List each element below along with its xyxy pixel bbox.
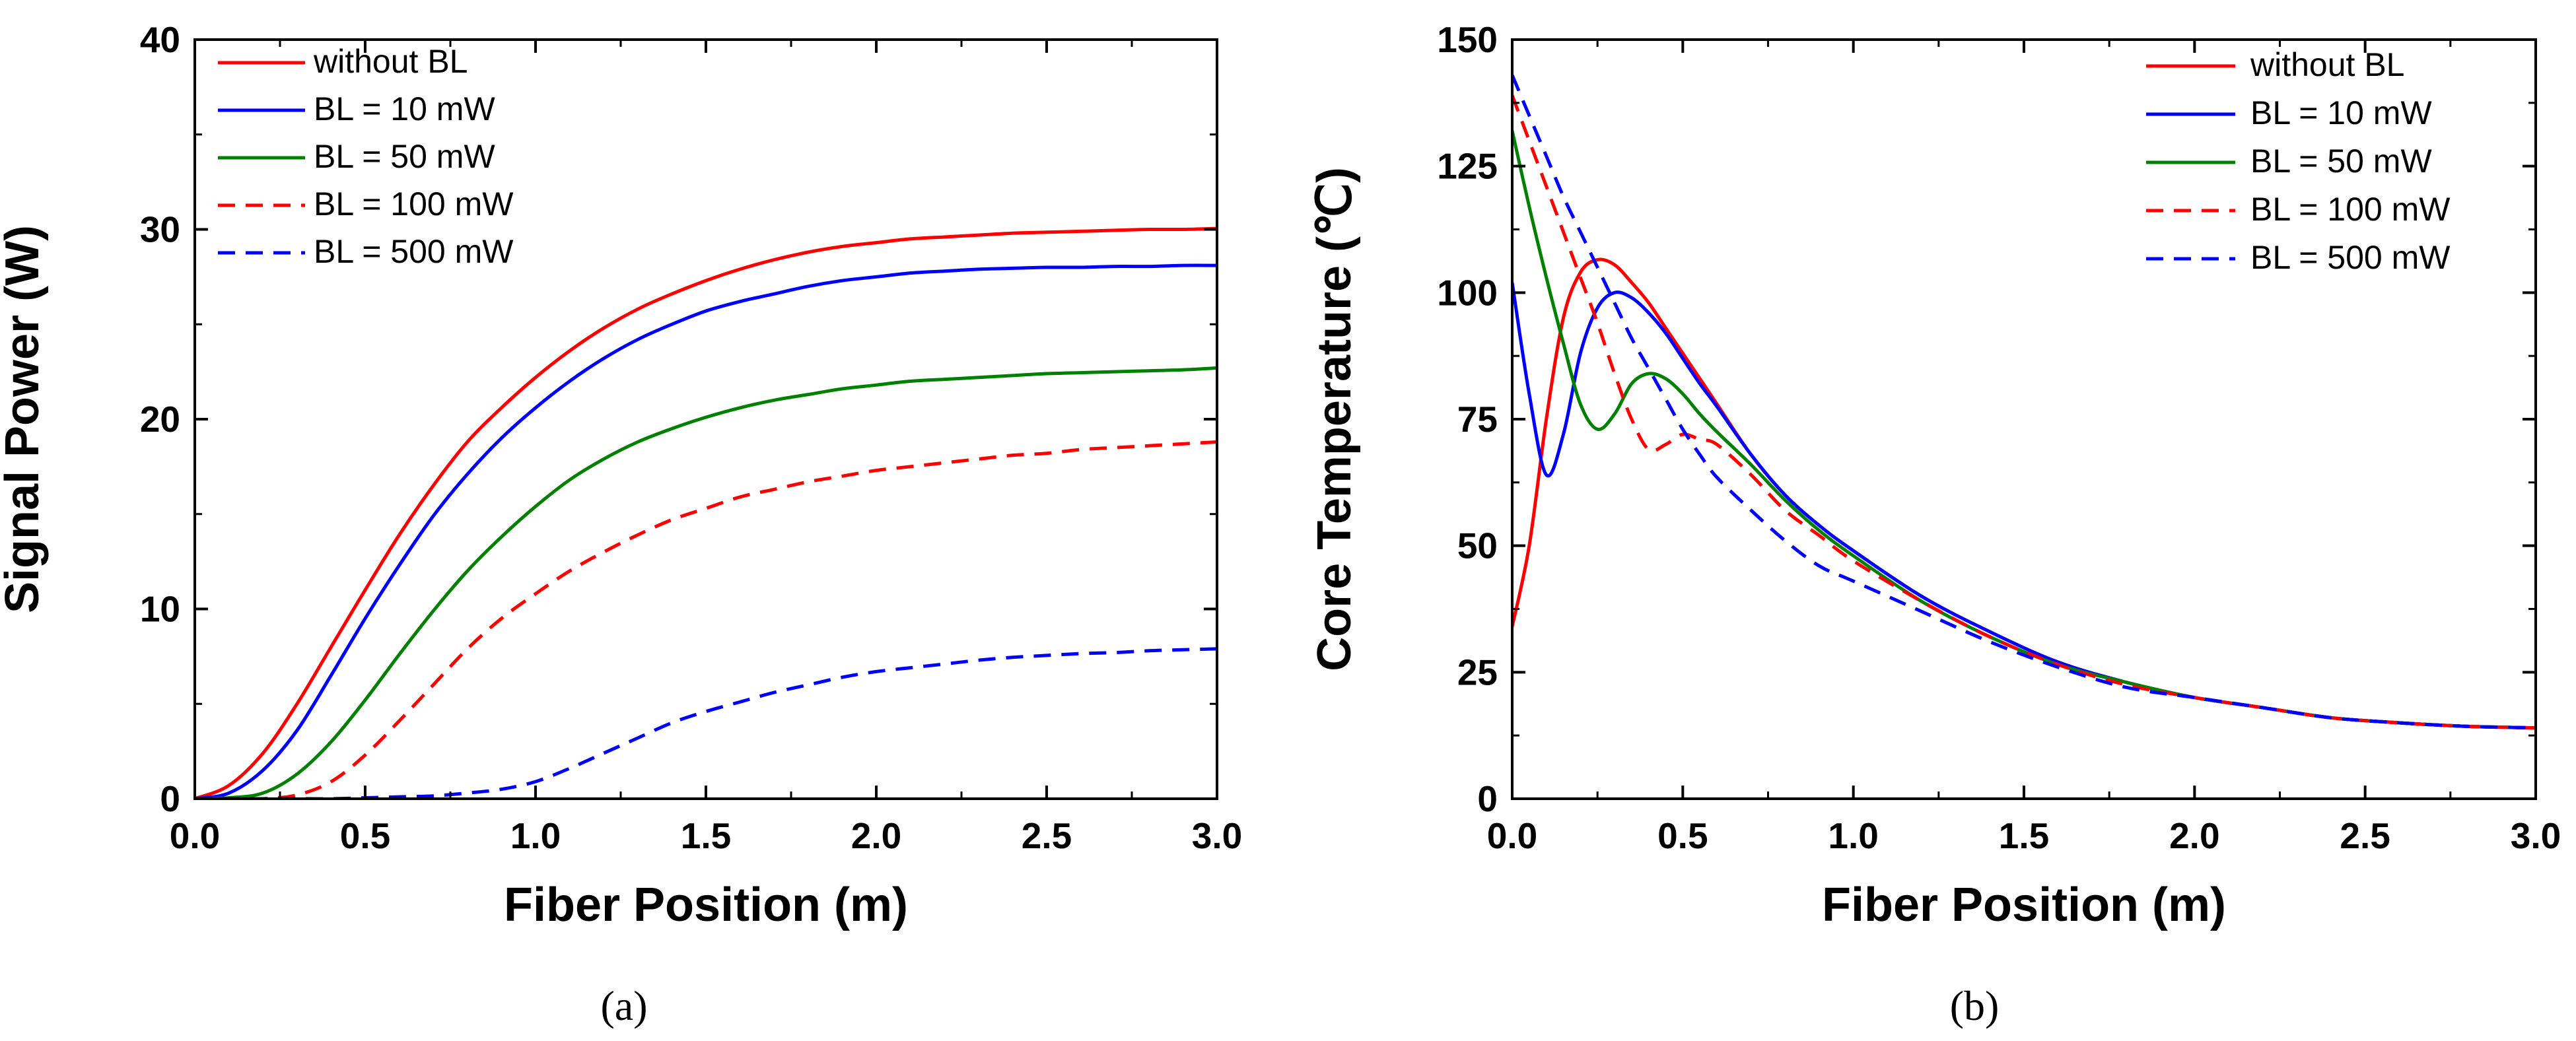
- chart2-series-group: [1512, 74, 2536, 730]
- chart1-y-tick-label: 10: [140, 589, 180, 630]
- chart2-panel-label: (b): [1950, 982, 2000, 1029]
- chart1-x-tick-label: 1.5: [681, 815, 731, 856]
- chart2-legend-label: BL = 100 mW: [2250, 191, 2451, 228]
- chart2-legend-label: BL = 50 mW: [2250, 143, 2432, 180]
- chart2-y-tick-label: 100: [1437, 272, 1498, 313]
- chart-panel-b: 0.0 0.5 1.0 1.5 2.0 2.5 3.0 0 25 50 75 100 125 150 Fib…: [1308, 19, 2561, 1029]
- chart2-x-tick-label: 2.5: [2340, 815, 2390, 856]
- chart1-series-line-2: [195, 263, 1217, 799]
- chart1-y-tick-label: 20: [140, 399, 180, 440]
- chart1-series-line-3: [195, 366, 1217, 799]
- chart1-legend-label: BL = 100 mW: [314, 185, 514, 222]
- chart2-y-tick-label: 25: [1457, 652, 1498, 692]
- chart2-legend-label: without BL: [2250, 46, 2404, 83]
- chart1-x-tick-label: 2.0: [851, 815, 901, 856]
- chart1-legend-label: BL = 50 mW: [314, 138, 495, 175]
- chart1-legend-label: BL = 10 mW: [314, 90, 495, 127]
- chart1-x-tick-label: 3.0: [1192, 815, 1242, 856]
- chart2-legend-label: BL = 10 mW: [2250, 94, 2432, 131]
- chart1-y-tick-label: 40: [140, 19, 180, 60]
- chart2-x-tick-label: 0.5: [1657, 815, 1708, 856]
- chart2-series-line-2: [1512, 282, 2536, 730]
- chart1-legend-label: BL = 500 mW: [314, 233, 514, 270]
- chart1-x-tick-label: 0.0: [170, 815, 220, 856]
- chart1-legend-label: without BL: [313, 43, 468, 80]
- chart2-x-tick-label: 0.0: [1487, 815, 1537, 856]
- chart1-y-axis-label: Signal Power (W): [0, 225, 49, 613]
- chart2-series-line-4: [1512, 94, 2536, 730]
- chart1-series-line-4: [195, 440, 1217, 799]
- chart1-panel-label: (a): [600, 982, 647, 1029]
- chart2-y-tick-label: 50: [1457, 525, 1498, 566]
- chart1-y-tick-label: 0: [160, 778, 180, 819]
- chart2-x-tick-label: 2.0: [2169, 815, 2219, 856]
- chart2-x-tick-label: 1.5: [1999, 815, 2049, 856]
- chart2-y-tick-label: 75: [1457, 399, 1498, 440]
- chart1-x-tick-label: 2.5: [1022, 815, 1072, 856]
- chart2-x-axis-label: Fiber Position (m): [1822, 879, 2226, 931]
- chart2-series-line-5: [1512, 74, 2536, 730]
- chart1-x-tick-label: 0.5: [340, 815, 390, 856]
- chart2-y-tick-label: 150: [1437, 19, 1498, 60]
- chart2-x-tick-label: 3.0: [2511, 815, 2561, 856]
- chart2-series-line-1: [1512, 257, 2536, 730]
- chart2-y-tick-label: 0: [1477, 778, 1498, 819]
- chart-panel-a: 0.0 0.5 1.0 1.5 2.0 2.5 3.0 0 10 20 30 40 Fiber Posi…: [0, 19, 1242, 1029]
- chart1-series-line-1: [195, 226, 1217, 799]
- chart2-y-axis-label: Core Temperature (℃): [1308, 167, 1361, 671]
- chart1-series-group: [195, 226, 1217, 799]
- chart1-legend: without BL BL = 10 mW BL = 50 mW BL = 100 m…: [218, 43, 514, 270]
- chart2-legend: without BL BL = 10 mW BL = 50 mW BL = 100 m…: [2146, 46, 2451, 276]
- chart2-y-tick-label: 125: [1437, 146, 1498, 187]
- chart1-y-tick-label: 30: [140, 209, 180, 250]
- chart2-legend-label: BL = 500 mW: [2250, 239, 2451, 276]
- chart2-x-tick-label: 1.0: [1828, 815, 1878, 856]
- chart1-x-tick-label: 1.0: [510, 815, 561, 856]
- chart1-x-axis-label: Fiber Position (m): [504, 879, 908, 931]
